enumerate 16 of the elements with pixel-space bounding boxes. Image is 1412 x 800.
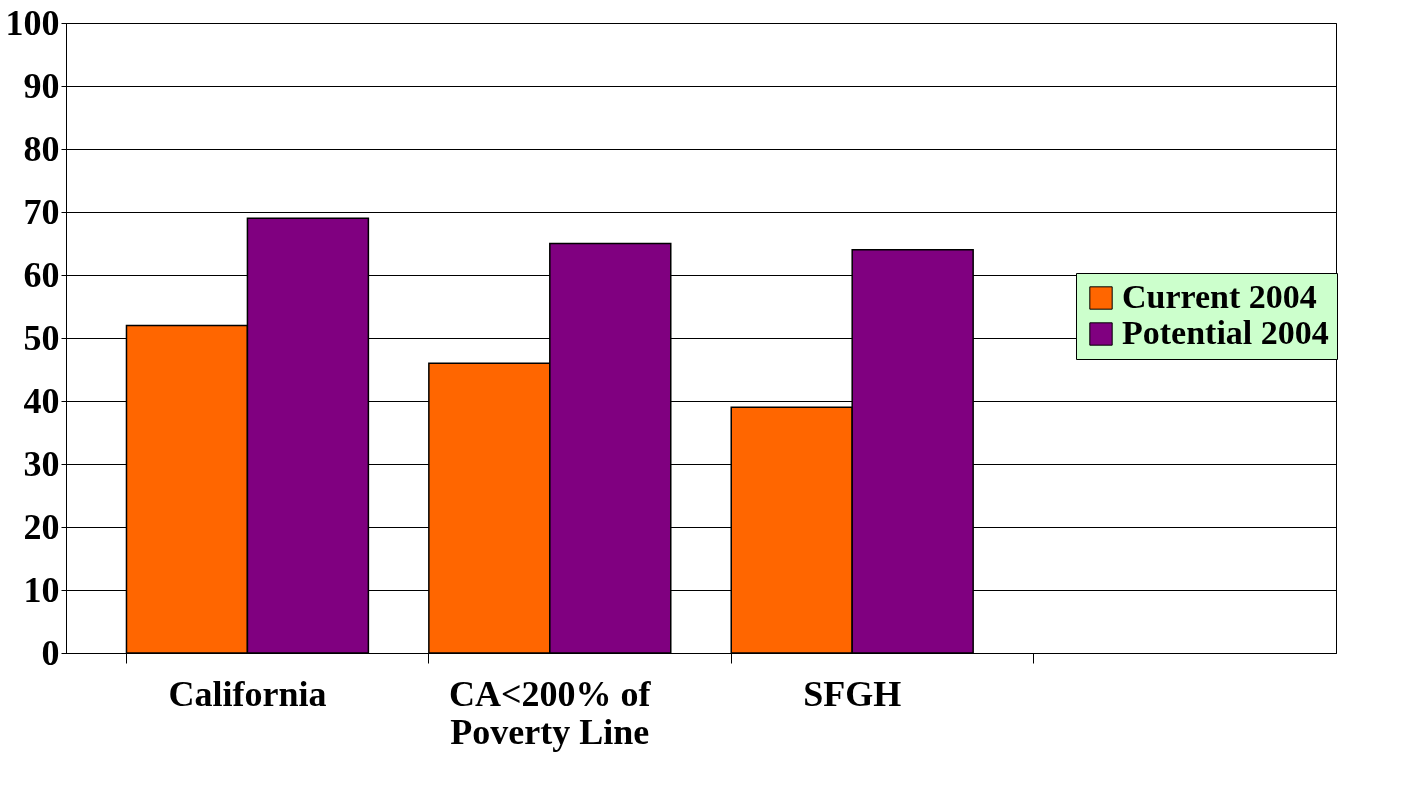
y-tick-label: 10 bbox=[23, 569, 60, 610]
y-tick-label: 40 bbox=[23, 380, 60, 421]
x-tick-label: California bbox=[168, 673, 327, 714]
legend-label: Potential 2004 bbox=[1122, 314, 1329, 351]
y-tick-label: 100 bbox=[5, 2, 60, 43]
y-tick-label: 70 bbox=[23, 191, 60, 232]
y-tick-label: 90 bbox=[23, 65, 60, 106]
y-tick-label: 80 bbox=[23, 128, 60, 169]
y-tick-label: 30 bbox=[23, 443, 60, 484]
legend-label: Current 2004 bbox=[1122, 278, 1317, 315]
y-tick-label: 20 bbox=[23, 506, 60, 547]
y-tick-label: 50 bbox=[23, 317, 60, 358]
y-tick-label: 0 bbox=[41, 632, 60, 673]
x-tick-label: SFGH bbox=[803, 673, 902, 714]
y-tick-label: 60 bbox=[23, 254, 60, 295]
x-tick-label: CA<200% of Poverty Line bbox=[449, 673, 652, 752]
